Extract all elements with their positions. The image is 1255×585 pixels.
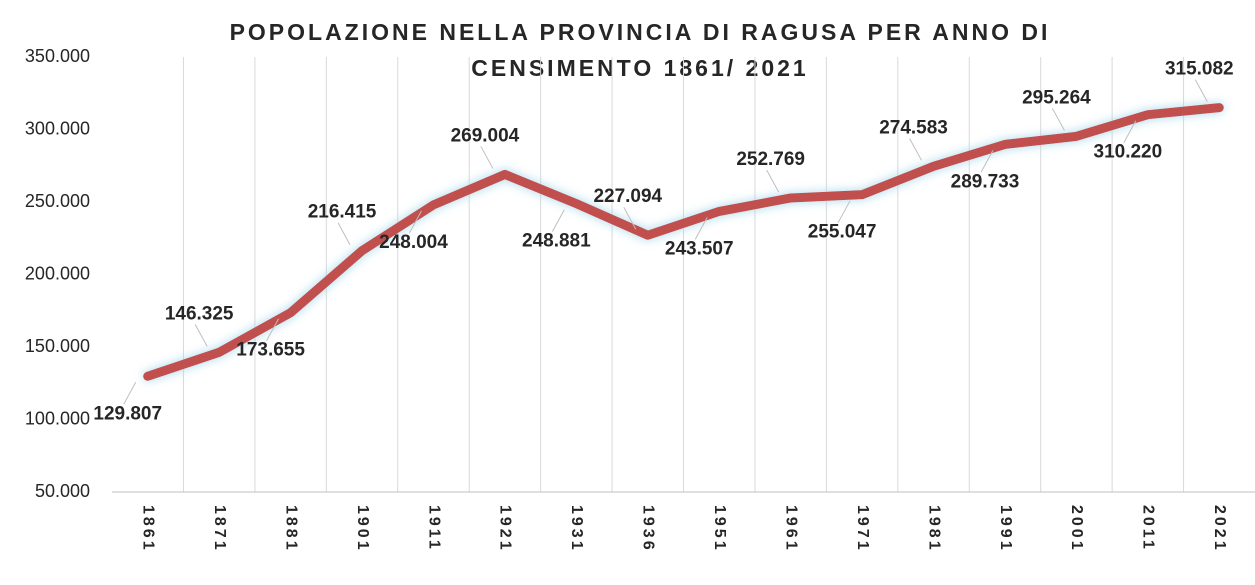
x-tick-label: 1951 [711,505,728,553]
y-tick-label: 100.000 [25,408,90,428]
data-label: 173.655 [236,340,305,361]
x-tick-label: 2011 [1140,505,1157,552]
chart-title: POPOLAZIONE NELLA PROVINCIA DI RAGUSA PE… [229,19,1051,81]
leader-line [1123,120,1137,143]
x-tick-label: 1921 [497,505,514,553]
x-tick-label: 1961 [782,505,799,553]
data-label: 289.733 [951,171,1020,192]
data-label: 310.220 [1094,142,1163,163]
data-label: 248.881 [522,231,591,252]
x-tick-label: 1871 [211,505,228,553]
y-tick-label: 150.000 [25,336,90,356]
data-label: 243.507 [665,238,734,259]
leader-line [1051,108,1065,131]
y-tick-label: 350.000 [25,46,90,66]
leader-line [266,318,280,341]
y-tick-label: 300.000 [25,118,90,138]
x-tick-label: 1931 [568,505,585,553]
x-tick-label: 1901 [354,505,371,553]
data-label: 227.094 [593,186,662,207]
x-tick-label: 1911 [425,505,442,552]
data-label: 315.082 [1165,59,1234,80]
x-tick-label: 1991 [997,505,1014,553]
y-tick-label: 50.000 [35,481,90,501]
leader-line [909,138,922,161]
leader-line [623,206,637,230]
x-tick-label: 1971 [854,505,871,553]
data-label: 248.004 [379,232,448,253]
x-tick-label: 2001 [1068,505,1085,553]
data-label: 269.004 [451,125,520,146]
y-tick-label: 250.000 [25,191,90,211]
leader-line [194,324,208,347]
x-tick-label: 2021 [1211,505,1228,553]
data-line [143,103,1224,381]
data-label: 295.264 [1022,87,1091,108]
x-tick-label: 1881 [282,505,299,553]
leader-line [694,217,708,240]
leader-line [837,200,851,223]
data-label: 255.047 [808,222,877,243]
data-label: 252.769 [736,149,805,170]
x-tick-label: 1861 [139,505,156,553]
data-label: 129.807 [93,403,162,424]
leader-line [551,209,565,232]
x-tick-label: 1936 [640,505,657,553]
data-label: 274.583 [879,117,948,138]
leader-line [123,382,137,405]
y-tick-label: 200.000 [25,263,90,283]
leader-line [766,169,780,193]
leader-line [337,222,351,245]
data-label: 216.415 [308,202,377,223]
leader-line [1194,79,1208,102]
leader-line [980,150,994,173]
leader-line [409,210,422,234]
x-tick-label: 1981 [925,505,942,553]
data-label: 146.325 [165,303,234,324]
leader-line [480,146,494,169]
